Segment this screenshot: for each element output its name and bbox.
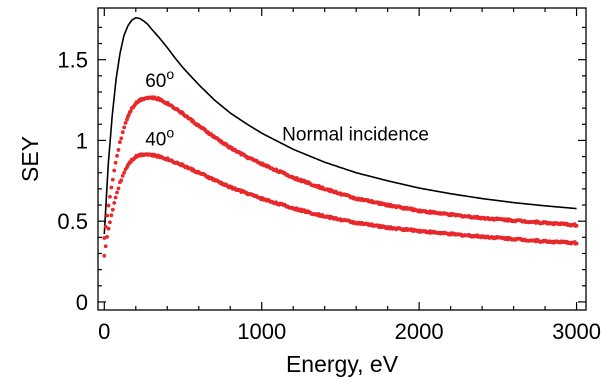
data-point [109, 213, 114, 218]
annotations-layer: Normal incidence 60o 40o [145, 66, 429, 150]
y-tick-label: 0.5 [57, 209, 88, 234]
data-point [113, 160, 118, 165]
data-point [112, 168, 117, 173]
data-point [120, 130, 125, 135]
x-tick-label: 3000 [552, 319, 601, 344]
data-point [103, 244, 108, 249]
x-axis-label: Energy, eV [286, 351, 399, 377]
data-point [109, 185, 114, 190]
y-tick-label: 0 [76, 290, 88, 315]
plot-frame [97, 7, 587, 311]
data-point [112, 201, 117, 205]
data-point [119, 178, 124, 183]
y-tick-label: 1.5 [57, 48, 88, 73]
tick-labels-layer: 0 1000 2000 3000 0 0.5 1 1.5 [57, 48, 601, 344]
data-point [122, 170, 127, 175]
data-point [103, 224, 108, 229]
data-point [123, 121, 128, 125]
data-point [117, 140, 122, 144]
angle-label: 40o [145, 124, 174, 150]
data-point [574, 241, 579, 246]
data-point [116, 148, 121, 152]
data-point [110, 177, 115, 182]
data-point [115, 190, 119, 195]
x-tick-label: 2000 [395, 319, 444, 344]
data-point [106, 226, 111, 231]
data-point [106, 203, 111, 208]
data-point [122, 125, 127, 130]
series-layer [102, 16, 579, 258]
data-point [108, 220, 112, 225]
degree-superscript: o [166, 124, 174, 140]
data-point [105, 213, 110, 218]
x-tick-label: 0 [98, 319, 110, 344]
data-point [105, 235, 110, 239]
y-axis-label: SEY [17, 136, 43, 182]
y-tick-label: 1 [76, 128, 88, 153]
data-point [115, 153, 119, 158]
data-point [119, 136, 124, 141]
series-incidence-40 [102, 152, 579, 258]
data-point [116, 186, 121, 191]
data-point [110, 207, 115, 212]
ticks-layer [98, 8, 586, 310]
data-point [128, 109, 133, 114]
data-point [113, 195, 118, 200]
data-point [102, 253, 107, 258]
series-line-normal [103, 16, 577, 235]
data-point [574, 223, 579, 228]
series-incidence-60 [102, 95, 579, 240]
x-tick-label: 1000 [237, 319, 286, 344]
data-point [125, 117, 129, 122]
angle-label: 60o [145, 66, 174, 92]
degree-superscript: o [166, 66, 174, 82]
data-point [108, 194, 112, 199]
data-point [120, 173, 125, 178]
normal-incidence-label: Normal incidence [282, 124, 429, 145]
